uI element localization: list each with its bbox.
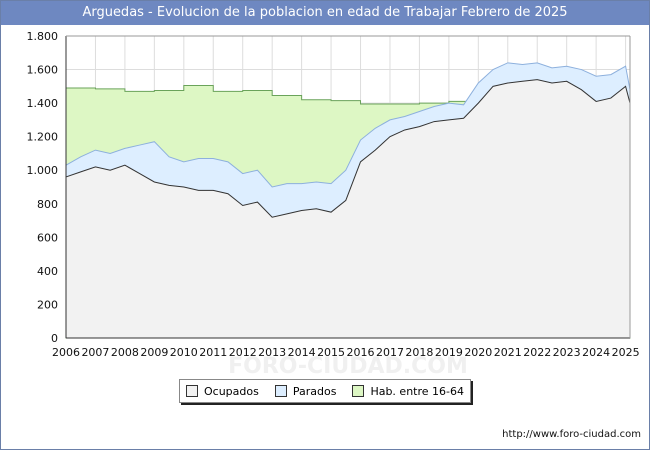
- y-tick-label: 600: [37, 231, 58, 244]
- x-tick-label: 2008: [111, 346, 139, 359]
- x-tick-label: 2011: [199, 346, 227, 359]
- chart-title: Arguedas - Evolucion de la poblacion en …: [1, 1, 649, 25]
- x-tick-label: 2021: [494, 346, 522, 359]
- x-tick-label: 2007: [81, 346, 109, 359]
- credit-link[interactable]: http://www.foro-ciudad.com: [502, 429, 641, 440]
- legend-item-ocupados: Ocupados: [185, 384, 259, 398]
- y-tick-label: 1.000: [27, 164, 59, 177]
- series-areas: [65, 62, 631, 339]
- x-tick-label: 2019: [435, 346, 463, 359]
- x-tick-label: 2020: [464, 346, 492, 359]
- x-tick-label: 2017: [376, 346, 404, 359]
- legend-swatch-ocupados: [185, 385, 198, 397]
- legend-swatch-parados: [274, 385, 287, 397]
- y-tick-label: 800: [37, 198, 58, 211]
- y-tick-label: 1.800: [27, 30, 59, 43]
- x-tick-label: 2012: [229, 346, 257, 359]
- area-ocupados-fill: [66, 79, 630, 338]
- x-tick-label: 2023: [553, 346, 581, 359]
- y-tick-label: 1.400: [27, 97, 59, 110]
- y-tick-label: 1.200: [27, 131, 59, 144]
- x-tick-label: 2006: [52, 346, 80, 359]
- x-tick-label: 2015: [317, 346, 345, 359]
- legend-item-hab: Hab. entre 16-64: [352, 385, 464, 398]
- x-tick-labels: 2006 2007 2008 2009 2010 2011 2012 2013 2014 2015…: [52, 346, 640, 359]
- y-tick-labels: 0 200 400 600 800 1.000 1.200 1.400 1.600 1.800: [27, 30, 59, 345]
- area-parados-line: [65, 62, 631, 188]
- area-ocupados-line: [65, 79, 631, 218]
- x-tick-label: 2010: [170, 346, 198, 359]
- x-tick-label: 2025: [612, 346, 640, 359]
- watermark: FORO-CIUDAD.COM: [228, 354, 468, 379]
- legend-item-parados: Parados: [274, 384, 337, 398]
- x-tick-label: 2014: [288, 346, 316, 359]
- x-tick-label: 2022: [523, 346, 551, 359]
- y-tick-label: 200: [37, 298, 58, 311]
- legend-label-ocupados: Ocupados: [203, 384, 259, 398]
- axes: [65, 35, 631, 339]
- x-tick-label: 2013: [258, 346, 286, 359]
- legend-swatch-hab: [352, 385, 365, 397]
- legend: Ocupados Parados Hab. entre 16-64: [179, 379, 471, 403]
- x-tick-label: 2018: [405, 346, 433, 359]
- x-tick-label: 2016: [347, 346, 375, 359]
- legend-label-parados: Parados: [292, 384, 337, 398]
- x-tick-label: 2009: [140, 346, 168, 359]
- y-tick-label: 0: [51, 332, 58, 345]
- x-tick-label: 2024: [582, 346, 610, 359]
- y-tick-label: 1.600: [27, 64, 59, 77]
- legend-label-hab: Hab. entre 16-64: [370, 384, 464, 398]
- y-tick-label: 400: [37, 265, 58, 278]
